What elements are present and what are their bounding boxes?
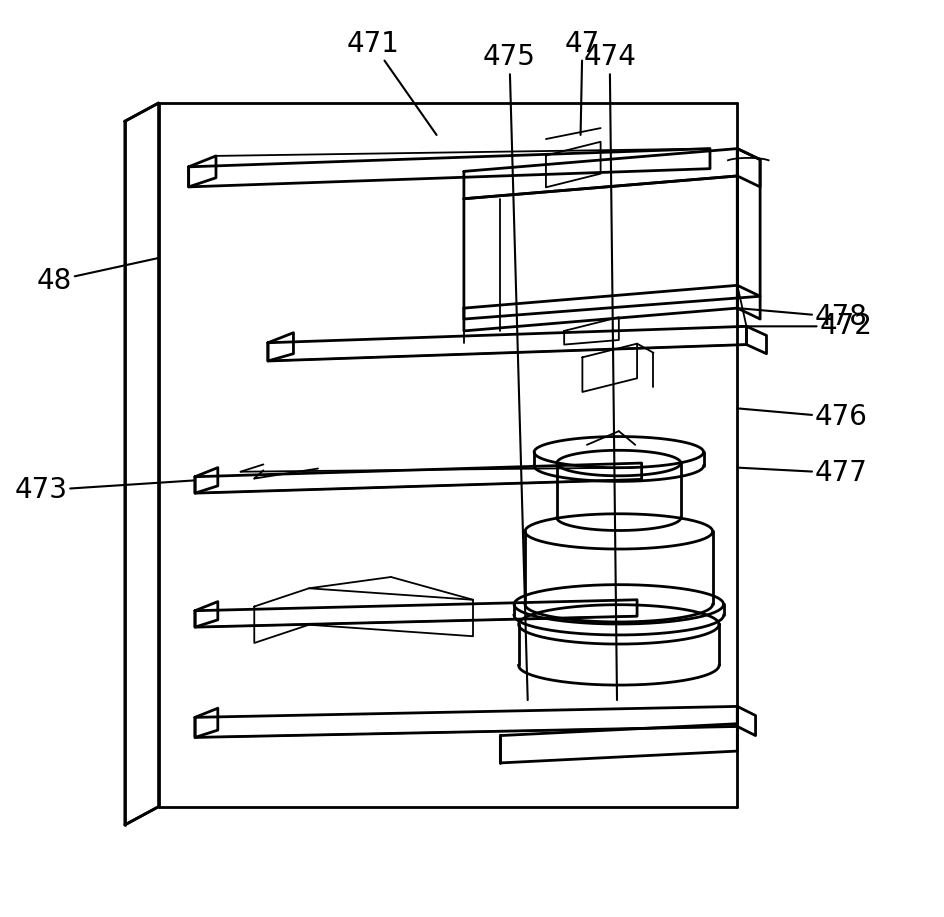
Text: 474: 474 — [582, 43, 635, 700]
Text: 475: 475 — [482, 43, 535, 700]
Text: 473: 473 — [14, 477, 194, 504]
Text: 47: 47 — [565, 29, 599, 135]
Text: 476: 476 — [736, 403, 867, 432]
Text: 472: 472 — [736, 313, 871, 340]
Text: 478: 478 — [736, 304, 867, 331]
Text: 477: 477 — [736, 459, 867, 487]
Text: 48: 48 — [37, 258, 159, 294]
Text: 471: 471 — [346, 29, 436, 135]
